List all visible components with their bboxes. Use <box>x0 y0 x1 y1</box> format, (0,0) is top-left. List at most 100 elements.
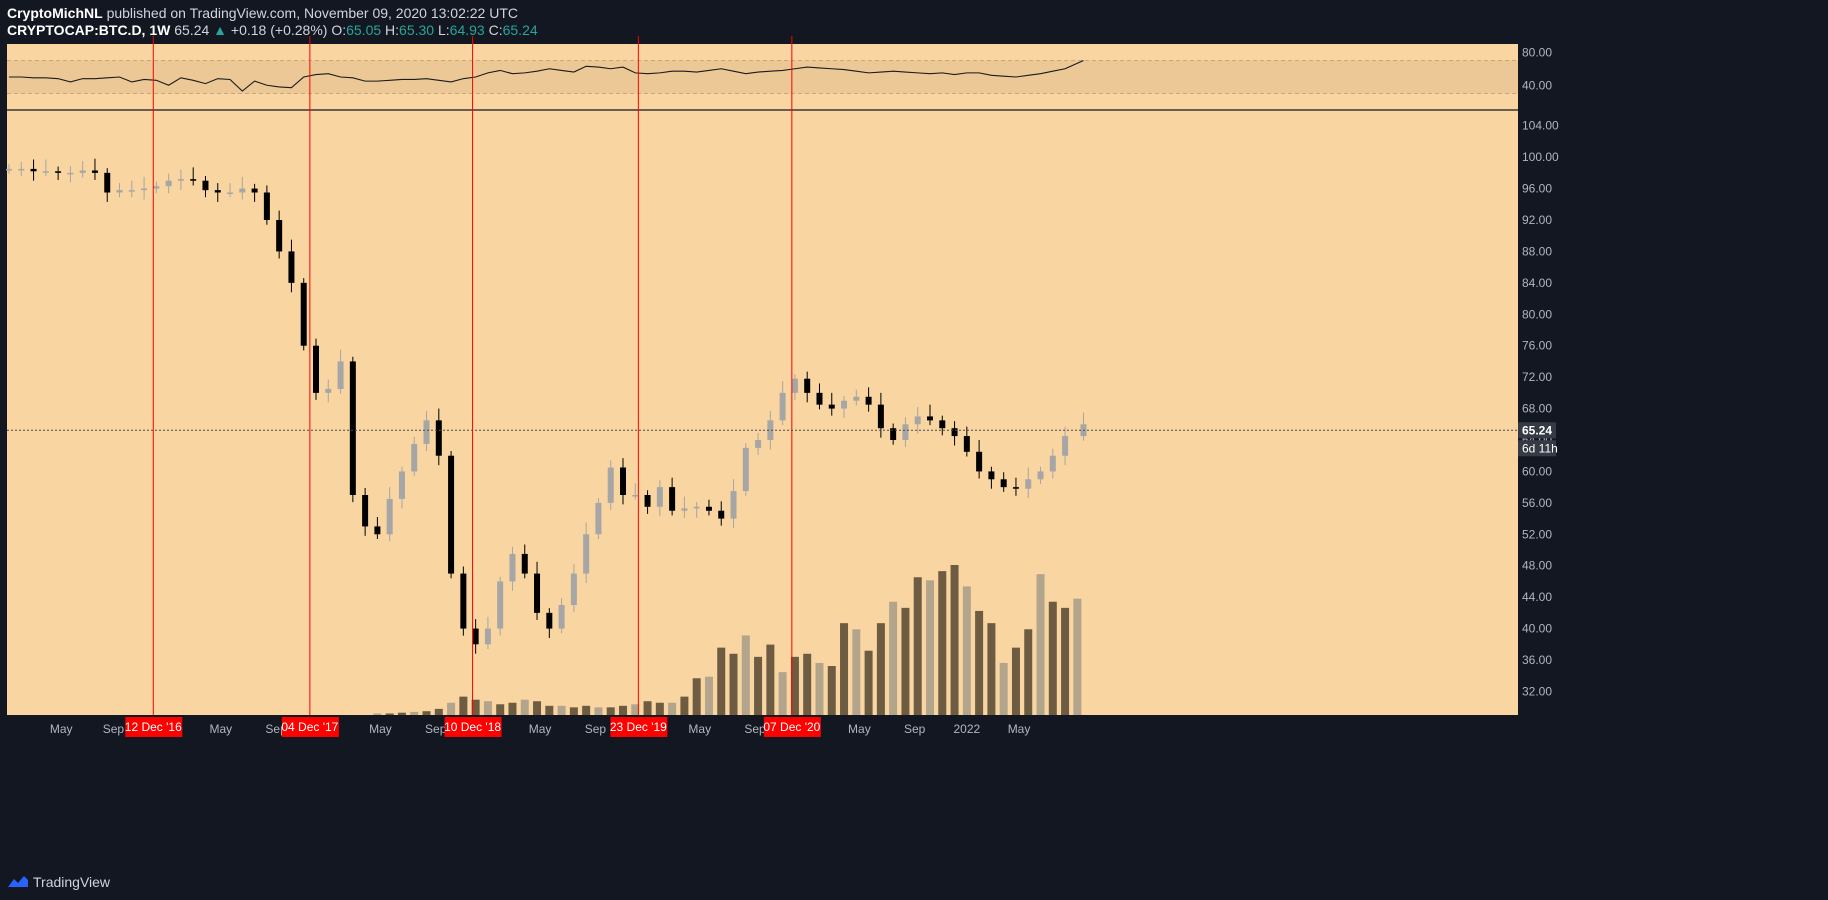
tradingview-brand[interactable]: TradingView <box>33 874 111 890</box>
volume-bar <box>668 702 677 715</box>
x-tick-label: Sep <box>103 722 125 736</box>
last-price-label: 65.24 <box>1522 423 1552 437</box>
volume-bar <box>729 653 738 715</box>
candle-body <box>718 510 725 519</box>
candle-body <box>448 455 455 574</box>
candle-body <box>386 498 393 535</box>
candle-body <box>963 436 970 452</box>
candle-body <box>927 416 933 421</box>
price-y-tick-label: 100.00 <box>1522 150 1559 164</box>
candle-body <box>693 506 700 509</box>
candle-body <box>79 170 86 173</box>
candle-body <box>18 168 25 171</box>
volume-bar <box>373 713 382 715</box>
price-y-tick-label: 72.00 <box>1522 370 1552 384</box>
candle-body <box>607 467 614 503</box>
x-tick-label: May <box>529 722 552 736</box>
volume-bar <box>385 713 394 715</box>
candle-body <box>6 168 12 171</box>
candle-body <box>349 361 356 495</box>
volume-bar <box>545 705 554 715</box>
candle-body <box>681 508 688 511</box>
candle-body <box>276 220 283 252</box>
candle-body <box>251 188 258 193</box>
candle-body <box>1000 479 1007 488</box>
candle-body <box>423 420 430 444</box>
volume-bar <box>717 647 726 715</box>
price-candles <box>6 158 1087 654</box>
price-y-tick-label: 40.00 <box>1522 622 1552 636</box>
tradingview-logo-icon[interactable] <box>7 874 29 888</box>
candle-body <box>534 573 541 613</box>
candle-body <box>779 392 786 421</box>
candle-body <box>804 378 811 393</box>
x-tick-label: Sep <box>904 722 926 736</box>
candle-body <box>411 443 418 472</box>
candle-body <box>976 451 983 472</box>
candle-body <box>853 396 860 401</box>
candle-body <box>1025 479 1032 489</box>
volume-bar <box>434 708 443 715</box>
volume-bar <box>790 656 799 715</box>
candle-body <box>67 172 74 175</box>
volume-bar <box>569 707 578 715</box>
x-tick-label: May <box>688 722 711 736</box>
x-tick-label: May <box>209 722 232 736</box>
candle-body <box>190 179 197 181</box>
volume-bar <box>962 586 971 715</box>
symbol-label[interactable]: CRYPTOCAP:BTC.D, 1W <box>7 22 171 38</box>
volume-bar <box>975 610 984 715</box>
volume-bar <box>852 629 861 715</box>
volume-bar <box>901 607 910 715</box>
price-y-tick-label: 56.00 <box>1522 496 1552 510</box>
volume-bar <box>778 672 787 715</box>
candle-body <box>816 392 823 405</box>
volume-bar <box>803 653 812 715</box>
volume-bar <box>704 676 713 715</box>
price-y-tick-label: 68.00 <box>1522 402 1552 416</box>
candle-body <box>644 495 651 507</box>
price-y-tick-label: 84.00 <box>1522 276 1552 290</box>
open-label: O: <box>331 22 347 38</box>
candle-body <box>30 168 37 172</box>
date-marker-badge <box>763 717 821 737</box>
candle-body <box>1062 436 1069 456</box>
candle-body <box>214 190 221 193</box>
volume-bar <box>582 705 591 715</box>
candle-body <box>141 188 148 191</box>
candle-body <box>313 345 319 393</box>
price-y-tick-label: 88.00 <box>1522 244 1552 258</box>
candle-body <box>374 526 381 535</box>
candle-body <box>988 471 995 480</box>
candle-body <box>877 404 884 429</box>
candle-body <box>435 420 442 456</box>
candle-body <box>730 491 737 519</box>
candle-body <box>239 188 246 193</box>
price-y-tick-label: 104.00 <box>1522 119 1559 133</box>
date-marker-label: 23 Dec '19 <box>610 720 667 734</box>
candle-body <box>595 502 602 535</box>
volume-bar <box>987 623 996 715</box>
candle-body <box>865 396 872 405</box>
volume-bar <box>827 666 836 715</box>
countdown-badge <box>1518 440 1556 457</box>
price-y-tick-label: 44.00 <box>1522 590 1552 604</box>
volume-bar <box>999 662 1008 715</box>
volume-bar <box>754 656 763 715</box>
volume-bars <box>373 565 1082 715</box>
candle-body <box>828 404 835 409</box>
volume-bar <box>1024 629 1033 715</box>
x-tick-label: Sep <box>425 722 447 736</box>
candle-body <box>362 495 369 527</box>
candle-body <box>1037 471 1044 480</box>
candle-body <box>558 605 565 629</box>
candle-body <box>337 361 344 389</box>
price-y-tick-label: 48.00 <box>1522 559 1552 573</box>
candle-body <box>1049 455 1056 472</box>
rsi-y-tick-label: 40.00 <box>1522 78 1552 92</box>
volume-bar <box>422 711 431 715</box>
author-name[interactable]: CryptoMichNL <box>7 5 103 21</box>
volume-bar <box>840 623 849 715</box>
volume-bar <box>533 701 542 715</box>
candle-body <box>460 573 467 629</box>
